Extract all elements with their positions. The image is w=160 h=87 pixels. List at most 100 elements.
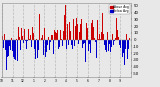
- Bar: [49, 40, 50, 50]
- Bar: [84, 40, 85, 43]
- Bar: [116, 40, 117, 59]
- Bar: [93, 27, 94, 40]
- Bar: [59, 20, 60, 40]
- Bar: [27, 40, 28, 41]
- Bar: [101, 32, 102, 40]
- Bar: [99, 34, 100, 40]
- Bar: [14, 40, 15, 59]
- Bar: [94, 38, 95, 40]
- Bar: [58, 40, 59, 49]
- Bar: [8, 40, 9, 62]
- Bar: [125, 40, 126, 49]
- Bar: [16, 39, 17, 40]
- Bar: [2, 40, 3, 47]
- Bar: [70, 31, 71, 40]
- Bar: [50, 40, 51, 42]
- Bar: [60, 24, 61, 40]
- Bar: [119, 40, 120, 45]
- Bar: [62, 40, 63, 46]
- Bar: [57, 30, 58, 40]
- Bar: [110, 27, 111, 40]
- Bar: [90, 40, 91, 53]
- Bar: [124, 40, 125, 65]
- Bar: [10, 40, 11, 50]
- Bar: [120, 40, 121, 48]
- Bar: [24, 29, 25, 40]
- Bar: [96, 40, 97, 58]
- Bar: [18, 27, 19, 40]
- Bar: [115, 40, 116, 44]
- Bar: [91, 23, 92, 40]
- Bar: [109, 40, 110, 44]
- Bar: [76, 18, 77, 40]
- Bar: [97, 20, 98, 40]
- Bar: [64, 15, 65, 40]
- Bar: [21, 28, 22, 40]
- Bar: [42, 40, 43, 41]
- Bar: [47, 37, 48, 40]
- Bar: [77, 24, 78, 40]
- Bar: [106, 40, 107, 52]
- Bar: [102, 13, 103, 40]
- Bar: [3, 40, 4, 48]
- Bar: [127, 40, 128, 46]
- Bar: [85, 40, 86, 62]
- Bar: [23, 40, 24, 43]
- Bar: [129, 38, 130, 40]
- Bar: [36, 39, 37, 40]
- Bar: [7, 40, 8, 51]
- Bar: [4, 34, 5, 40]
- Bar: [86, 23, 87, 40]
- Bar: [46, 40, 47, 52]
- Bar: [37, 40, 38, 58]
- Bar: [69, 22, 70, 40]
- Bar: [128, 40, 129, 41]
- Bar: [39, 14, 40, 40]
- Bar: [63, 31, 64, 40]
- Bar: [74, 40, 75, 46]
- Bar: [44, 28, 45, 40]
- Bar: [41, 38, 42, 40]
- Bar: [9, 40, 10, 46]
- Bar: [80, 24, 81, 40]
- Bar: [72, 40, 73, 49]
- Bar: [68, 40, 69, 45]
- Bar: [83, 40, 84, 44]
- Bar: [111, 40, 112, 47]
- Bar: [30, 35, 31, 40]
- Bar: [61, 39, 62, 40]
- Bar: [107, 32, 108, 40]
- Bar: [98, 39, 99, 40]
- Bar: [53, 40, 54, 54]
- Bar: [33, 33, 34, 40]
- Bar: [89, 40, 90, 44]
- Bar: [67, 24, 68, 40]
- Bar: [79, 32, 80, 40]
- Bar: [78, 40, 79, 44]
- Bar: [122, 40, 123, 57]
- Bar: [108, 40, 109, 51]
- Bar: [13, 40, 14, 56]
- Bar: [81, 19, 82, 40]
- Bar: [31, 40, 32, 47]
- Bar: [66, 40, 67, 49]
- Bar: [95, 40, 96, 41]
- Bar: [114, 40, 115, 41]
- Bar: [82, 40, 83, 48]
- Bar: [100, 39, 101, 40]
- Bar: [6, 40, 7, 70]
- Bar: [105, 40, 106, 50]
- Bar: [73, 19, 74, 40]
- Bar: [52, 35, 53, 40]
- Bar: [118, 37, 119, 40]
- Bar: [55, 32, 56, 40]
- Bar: [75, 26, 76, 40]
- Bar: [34, 40, 35, 49]
- Bar: [29, 39, 30, 40]
- Bar: [35, 40, 36, 59]
- Bar: [43, 40, 44, 55]
- Bar: [112, 34, 113, 40]
- Bar: [56, 33, 57, 40]
- Bar: [92, 20, 93, 40]
- Bar: [32, 27, 33, 40]
